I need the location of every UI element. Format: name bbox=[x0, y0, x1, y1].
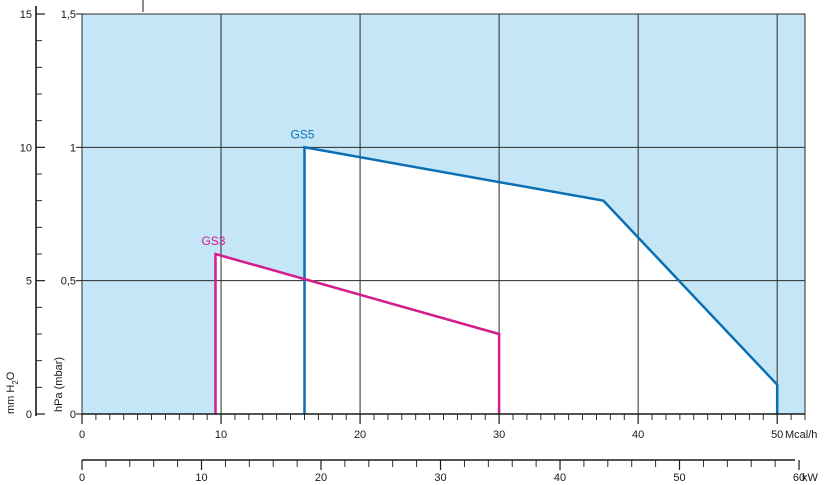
axes bbox=[35, 0, 806, 470]
y-mm-unit-suffix: O bbox=[5, 371, 17, 380]
y-hpa-tick-label: 1,5 bbox=[61, 9, 76, 21]
y-mm-tick-label: 15 bbox=[20, 9, 32, 21]
x-mcal-unit: Mcal/h bbox=[785, 429, 817, 441]
x-mcal-tick-label: 50 bbox=[771, 429, 783, 441]
y-hpa-tick-label: 1 bbox=[70, 142, 76, 154]
x-kw-tick-label: 0 bbox=[79, 472, 85, 484]
x-kw-tick-label: 60 bbox=[793, 472, 805, 484]
y-mm-tick-label: 0 bbox=[26, 409, 32, 421]
y-mm-unit-subscript: 2 bbox=[11, 380, 20, 385]
plot-background bbox=[82, 14, 805, 415]
y-hpa-tick-label: 0,5 bbox=[61, 276, 76, 288]
y-mm-tick-label: 10 bbox=[20, 142, 32, 154]
y-hpa-unit: hPa (mbar) bbox=[53, 357, 65, 412]
y-mm-tick-label: 5 bbox=[26, 276, 32, 288]
y-mm-unit: mm H2O bbox=[5, 371, 20, 414]
x-kw-tick-label: 10 bbox=[195, 472, 207, 484]
x-kw-tick-label: 40 bbox=[554, 472, 566, 484]
y-mm-unit-text: mm H bbox=[5, 385, 17, 414]
x-kw-tick-label: 20 bbox=[315, 472, 327, 484]
series-label-gs3: GS3 bbox=[201, 234, 225, 248]
x-mcal-tick-label: 40 bbox=[632, 429, 644, 441]
series-lines bbox=[214, 145, 779, 414]
x-mcal-tick-label: 30 bbox=[493, 429, 505, 441]
x-mcal-tick-label: 10 bbox=[215, 429, 227, 441]
series-line-gs3 bbox=[214, 252, 501, 414]
series-label-gs5: GS5 bbox=[290, 127, 314, 141]
series-line-gs5 bbox=[303, 145, 779, 414]
working-field-gs3 bbox=[215, 254, 500, 414]
x-kw-tick-label: 30 bbox=[434, 472, 446, 484]
x-kw-unit: kW bbox=[802, 472, 819, 484]
x-mcal-tick-label: 0 bbox=[79, 429, 85, 441]
y-hpa-tick-label: 0 bbox=[70, 409, 76, 421]
x-kw-tick-label: 50 bbox=[673, 472, 685, 484]
x-mcal-tick-label: 20 bbox=[354, 429, 366, 441]
